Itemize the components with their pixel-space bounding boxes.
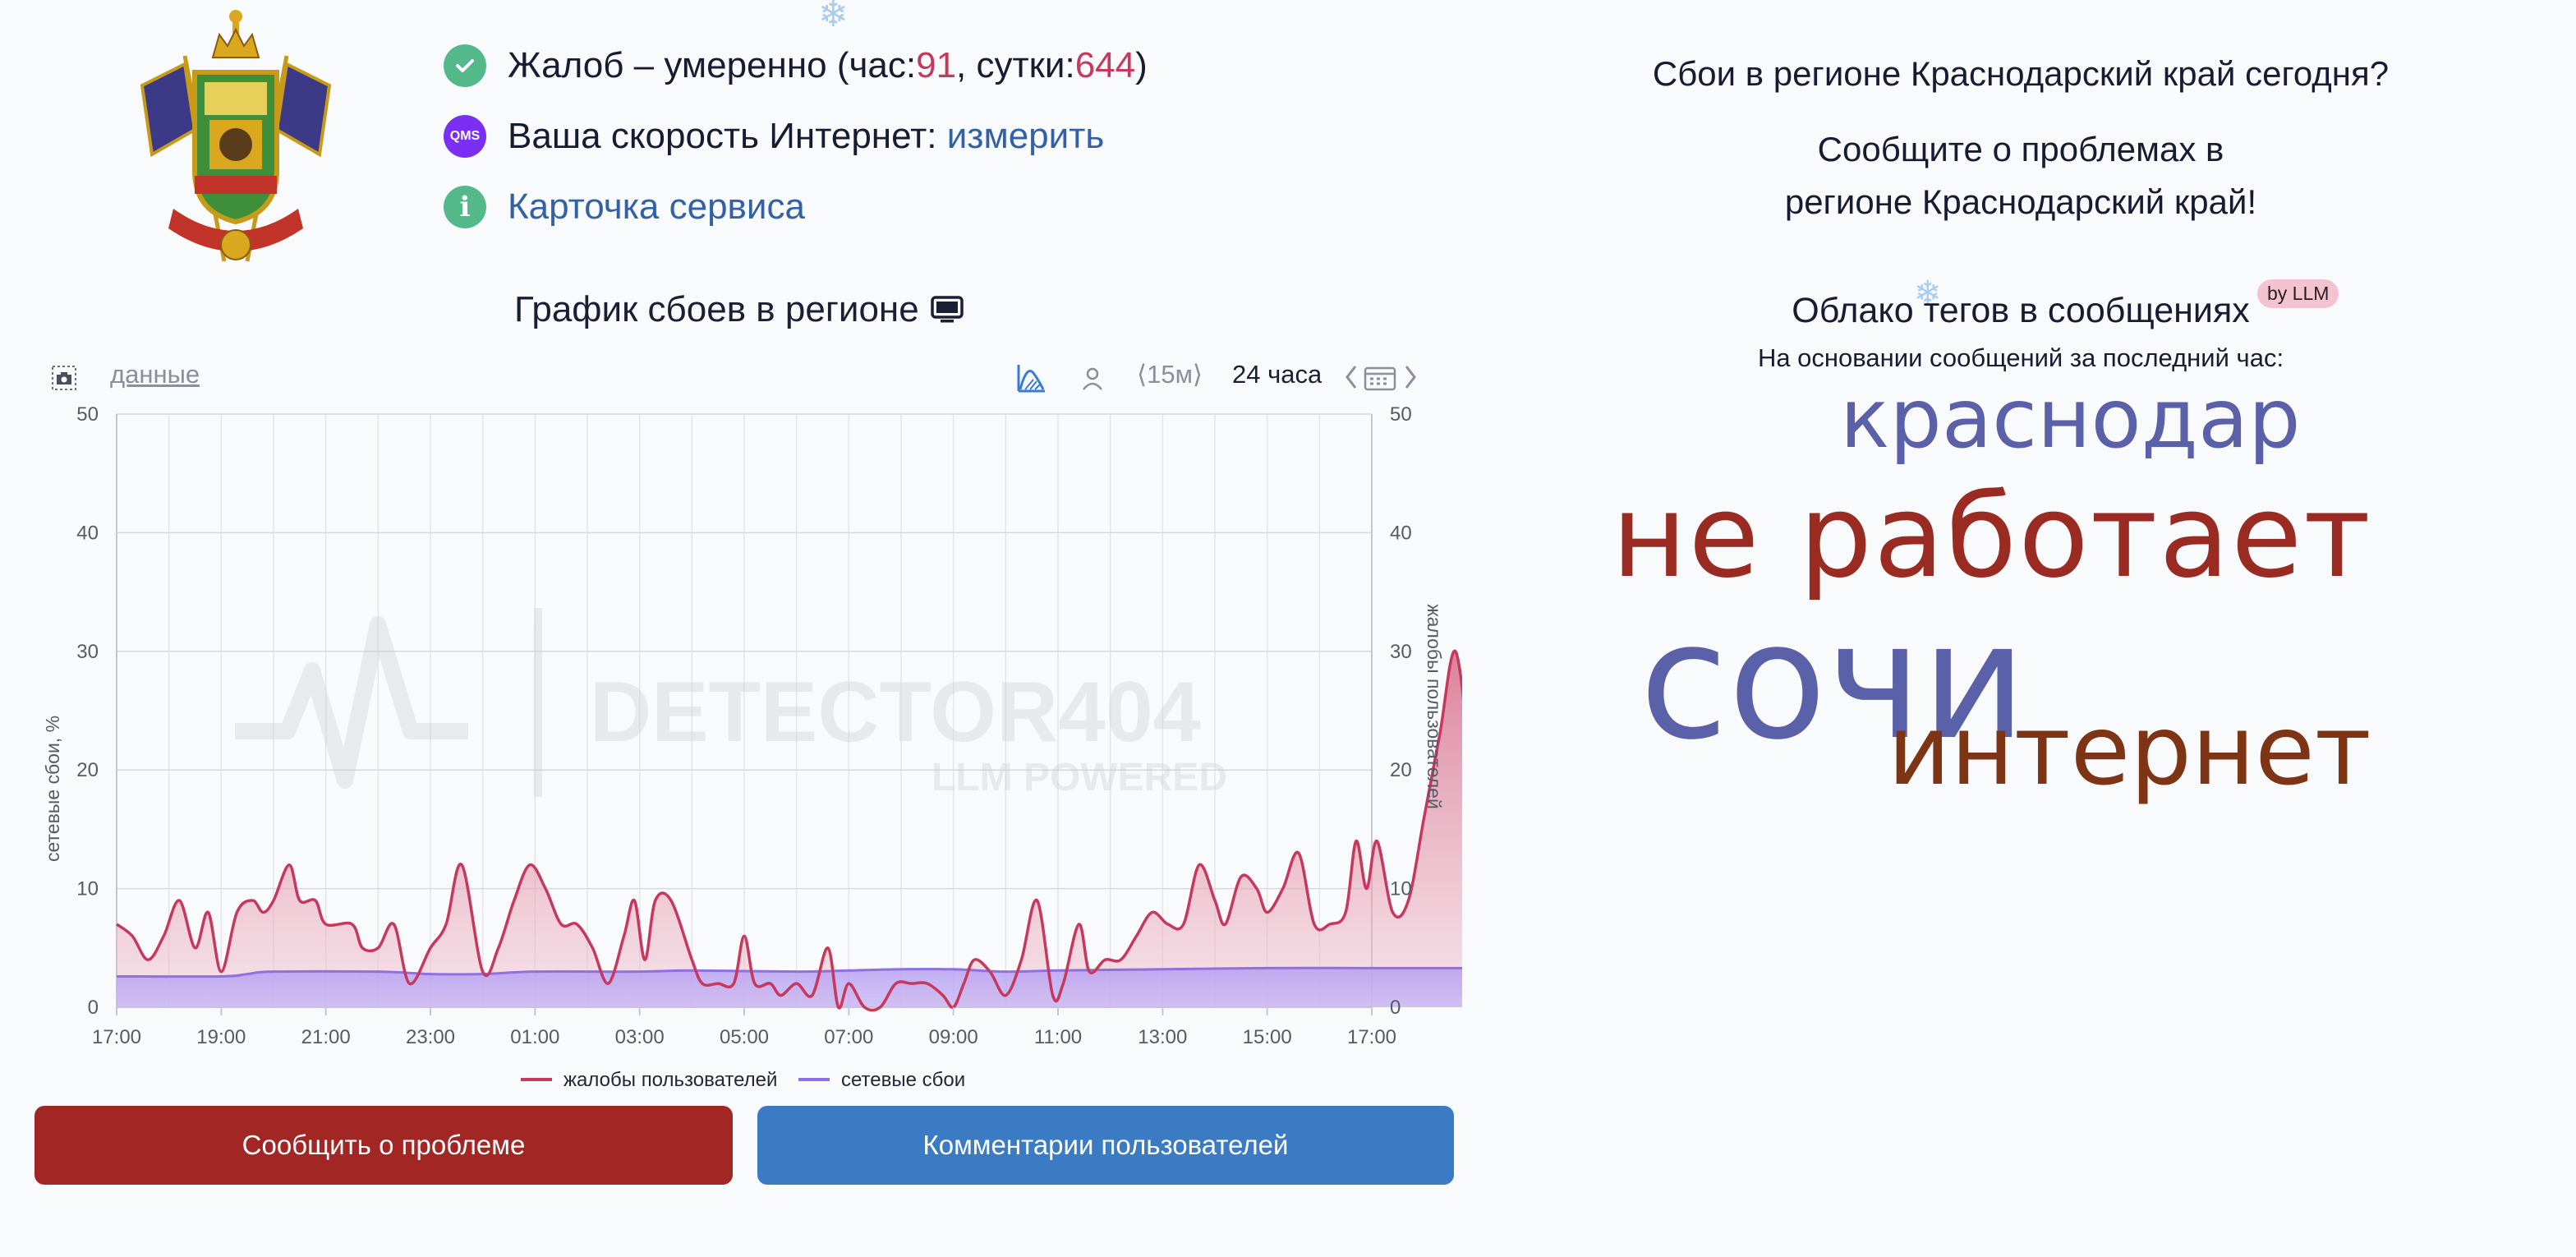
- interval-toggle[interactable]: ⟨15м⟩: [1137, 360, 1203, 389]
- tag-cloud-subtitle: На основании сообщений за последний час:: [1757, 343, 2284, 372]
- data-link[interactable]: данные: [110, 360, 200, 389]
- x-tick-label: 15:00: [1243, 1026, 1292, 1048]
- x-tick-label: 07:00: [824, 1026, 873, 1048]
- y-tick-left: 0: [88, 997, 99, 1019]
- complaints-day-count: 644: [1074, 45, 1136, 85]
- chart-title-text: График сбоев в регионе: [514, 289, 919, 329]
- report-problem-button[interactable]: Сообщить о проблеме: [34, 1106, 733, 1185]
- y-axis-left-title: сетевые сбои, %: [42, 716, 63, 862]
- watermark-main: DETECTOR404: [590, 665, 1201, 760]
- check-icon: [444, 44, 486, 87]
- y-tick-right: 50: [1390, 403, 1412, 426]
- y-tick-left: 40: [76, 522, 99, 544]
- report-cta-line1: Сообщите о проблемах в: [1817, 130, 2224, 168]
- next-arrow-icon[interactable]: [1405, 366, 1416, 389]
- x-tick-label: 03:00: [615, 1026, 665, 1048]
- outages-line: [116, 966, 1462, 978]
- snowflake-icon: ❄: [818, 0, 849, 35]
- service-card-row: i Карточка сервиса: [444, 186, 805, 228]
- camera-icon[interactable]: [51, 365, 77, 391]
- y-tick-right: 20: [1390, 759, 1412, 781]
- y-axis-right-title: жалобы пользователей: [1424, 604, 1445, 809]
- outage-chart: DETECTOR404 LLM POWERED 0 0 10 10 20 20 30 30 40…: [42, 403, 1462, 1091]
- y-tick-right: 0: [1390, 997, 1401, 1019]
- tag-cloud-title: Облако тегов в сообщениях: [1792, 291, 2250, 330]
- person-icon[interactable]: [1081, 366, 1104, 391]
- y-tick-right: 40: [1390, 522, 1412, 544]
- outage-question: Сбои в регионе Краснодарский край сегодн…: [1652, 54, 2390, 93]
- y-tick-left: 10: [76, 878, 99, 900]
- x-tick-label: 19:00: [196, 1026, 246, 1048]
- complaints-mid: , сутки:: [956, 45, 1075, 85]
- area-chart-icon[interactable]: [1015, 361, 1048, 394]
- chart-title: График сбоев в регионе: [514, 289, 964, 330]
- complaints-hour-count: 91: [916, 45, 957, 85]
- x-tick-label: 09:00: [929, 1026, 978, 1048]
- watermark-sub: LLM POWERED: [932, 756, 1227, 799]
- chart-watermark: DETECTOR404 LLM POWERED: [235, 608, 1227, 799]
- tag-krasnodar[interactable]: краснодар: [1840, 371, 2301, 467]
- x-tick-label: 11:00: [1034, 1026, 1082, 1048]
- chart-ticks: 0 0 10 10 20 20 30 30 40 40 50 50 17:00 19:00 21:00 23:…: [76, 403, 1411, 1048]
- llm-badge: by LLM: [2257, 279, 2339, 308]
- monitor-icon: [930, 296, 964, 323]
- snowflake-icon: ❄: [1914, 275, 1942, 311]
- chart-legend: жалобы пользователей сетевые сбои: [521, 1069, 965, 1091]
- speed-label: Ваша скорость Интернет:: [508, 116, 947, 156]
- y-tick-right: 30: [1390, 641, 1412, 663]
- measure-speed-link[interactable]: измерить: [946, 116, 1105, 156]
- info-icon: i: [444, 186, 486, 228]
- x-tick-label: 13:00: [1138, 1026, 1187, 1048]
- range-24h[interactable]: 24 часа: [1232, 360, 1322, 389]
- complaints-suffix: ): [1135, 45, 1148, 85]
- complaints-line: [115, 650, 1462, 1012]
- tag-internet[interactable]: интернет: [1888, 693, 2371, 807]
- user-comments-button[interactable]: Комментарии пользователей: [757, 1106, 1454, 1185]
- x-tick-label: 21:00: [301, 1026, 351, 1048]
- prev-arrow-icon[interactable]: [1346, 366, 1357, 389]
- x-tick-label: 17:00: [1347, 1026, 1396, 1048]
- tag-sochi[interactable]: сочи: [1640, 588, 2026, 776]
- coat-of-arms-logo: [140, 10, 332, 262]
- report-cta: Сообщите о проблемах в регионе Краснодар…: [1544, 123, 2497, 228]
- date-navigation[interactable]: [1344, 361, 1419, 393]
- y-tick-left: 30: [76, 641, 99, 663]
- speed-status: QMS Ваша скорость Интернет: измерить: [444, 115, 1104, 158]
- y-tick-left: 20: [76, 759, 99, 781]
- x-tick-label: 05:00: [720, 1026, 769, 1048]
- x-tick-label: 23:00: [406, 1026, 455, 1048]
- x-tick-label: 01:00: [510, 1026, 559, 1048]
- legend-outages: сетевые сбои: [841, 1069, 965, 1091]
- chart-series: [115, 650, 1462, 1012]
- report-cta-line2: регионе Краснодарский край!: [1784, 182, 2257, 221]
- tag-ne-rabotaet[interactable]: не работает: [1612, 470, 2372, 604]
- y-tick-right: 10: [1390, 878, 1412, 900]
- service-card-link[interactable]: Карточка сервиса: [508, 186, 805, 227]
- complaints-status: Жалоб – умеренно (час: 91, сутки: 644): [444, 44, 1148, 87]
- y-tick-left: 50: [76, 403, 99, 426]
- legend-complaints: жалобы пользователей: [564, 1069, 777, 1091]
- complaints-prefix: Жалоб – умеренно (час:: [508, 45, 917, 85]
- qms-icon: QMS: [444, 115, 486, 158]
- x-tick-label: 17:00: [92, 1026, 141, 1048]
- calendar-icon[interactable]: [1364, 366, 1396, 391]
- complaints-area: [117, 651, 1462, 1011]
